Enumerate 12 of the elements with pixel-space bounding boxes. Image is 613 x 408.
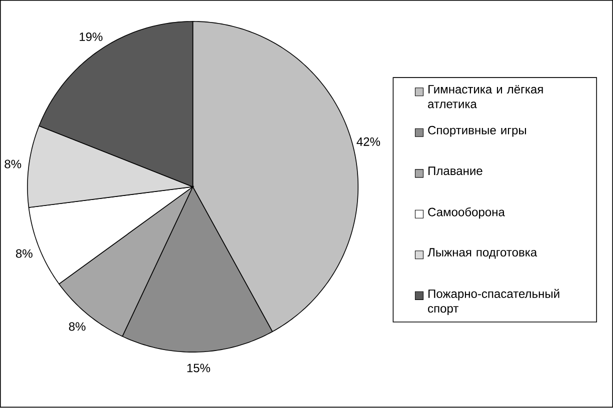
legend-label: Лыжная подготовка bbox=[428, 248, 538, 260]
legend-label: Гимнастика и лёгкая атлетика bbox=[428, 85, 543, 108]
legend-label: Плавание bbox=[428, 166, 482, 176]
data-label: 8% bbox=[69, 322, 86, 331]
data-label: 19% bbox=[80, 32, 102, 42]
data-label: 8% bbox=[4, 160, 22, 168]
data-label: 15% bbox=[187, 364, 210, 372]
legend-label: Самооборона bbox=[428, 208, 505, 219]
data-label: 8% bbox=[16, 249, 32, 258]
legend-label: Пожарно-спасательный спорт bbox=[428, 289, 560, 316]
legend-label: Спортивные игры bbox=[428, 126, 526, 137]
data-label: 42% bbox=[356, 138, 380, 146]
